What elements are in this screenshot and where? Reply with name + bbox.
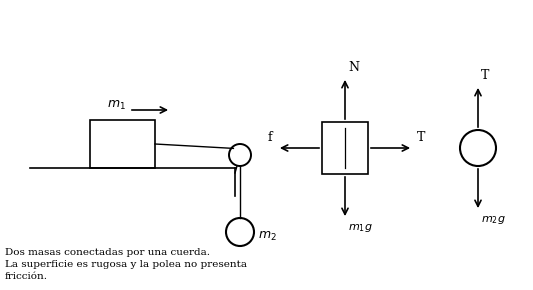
Text: $m_1g$: $m_1g$ <box>348 222 373 234</box>
Text: f: f <box>268 131 272 144</box>
Text: La superficie es rugosa y la polea no presenta: La superficie es rugosa y la polea no pr… <box>5 260 247 269</box>
Text: T: T <box>417 131 425 144</box>
Bar <box>322 122 368 174</box>
Text: $m_1$: $m_1$ <box>107 99 125 112</box>
Text: $m_2$: $m_2$ <box>258 229 277 242</box>
Text: fricción.: fricción. <box>5 272 48 281</box>
Bar <box>90 120 155 168</box>
Text: N: N <box>348 61 359 74</box>
Text: T: T <box>481 69 489 82</box>
Text: Dos masas conectadas por una cuerda.: Dos masas conectadas por una cuerda. <box>5 248 210 257</box>
Text: $m_2g$: $m_2g$ <box>481 214 506 226</box>
